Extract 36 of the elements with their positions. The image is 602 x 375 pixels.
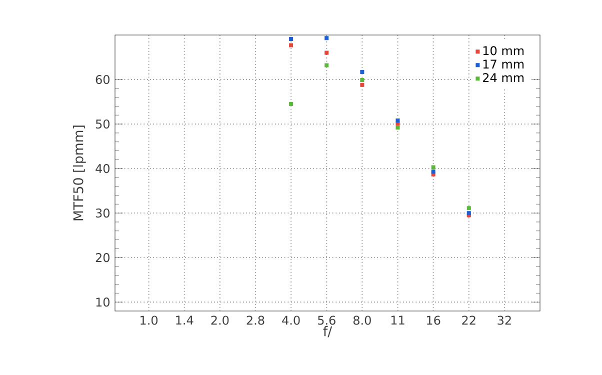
x-tick-label: 2.0	[211, 316, 229, 325]
point	[360, 82, 364, 87]
legend-label: 24 mm	[482, 73, 524, 82]
point	[360, 78, 364, 82]
point	[324, 50, 329, 55]
point	[396, 118, 400, 122]
point	[289, 37, 294, 42]
legend-label: 17 mm	[483, 60, 524, 68]
x-tick-label: 8.0	[353, 316, 371, 325]
point	[289, 102, 294, 106]
x-tick-label: 1.0	[140, 316, 158, 325]
y-axis-title: MTF50 [lpmm]	[72, 126, 86, 220]
x-tick-label: 5.6	[318, 316, 336, 325]
x-tick-label: 32	[498, 316, 511, 325]
y-tick-label: 30	[96, 208, 110, 218]
point	[360, 70, 364, 74]
y-tick-label: 50	[96, 119, 110, 129]
x-tick-label: 22	[462, 316, 476, 325]
y-tick-label: 40	[96, 164, 110, 174]
x-tick-label: 1.4	[176, 316, 194, 324]
y-tick-label: 10	[96, 298, 110, 307]
point	[289, 43, 294, 48]
y-tick-label: 60	[96, 74, 110, 84]
point	[324, 36, 329, 40]
x-axis-title: f/	[323, 326, 332, 338]
point	[466, 206, 471, 210]
x-tick-label: 11	[391, 316, 404, 324]
y-tick-label: 20	[96, 253, 110, 262]
point	[324, 63, 329, 68]
x-tick-label: 4.0	[282, 316, 300, 325]
legend-label: 10 mm	[483, 46, 524, 56]
x-tick-label: 16	[426, 316, 440, 325]
x-tick-label: 2.8	[246, 316, 264, 325]
point	[431, 170, 436, 174]
point	[396, 126, 400, 130]
point	[431, 165, 436, 170]
